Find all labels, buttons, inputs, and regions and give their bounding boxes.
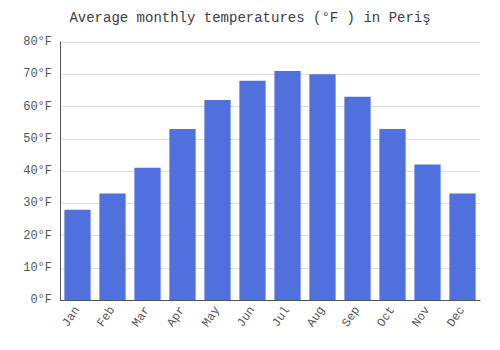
svg-text:May: May (199, 304, 223, 330)
svg-text:Nov: Nov (409, 304, 433, 330)
svg-text:Sep: Sep (339, 304, 363, 330)
svg-text:40°F: 40°F (23, 164, 52, 178)
svg-text:0°F: 0°F (30, 293, 52, 307)
svg-text:Aug: Aug (304, 304, 328, 330)
svg-text:Feb: Feb (94, 304, 118, 330)
svg-text:20°F: 20°F (23, 229, 52, 243)
svg-text:Apr: Apr (164, 304, 188, 330)
svg-text:80°F: 80°F (23, 35, 52, 49)
svg-text:60°F: 60°F (23, 100, 52, 114)
svg-text:50°F: 50°F (23, 132, 52, 146)
svg-text:Oct: Oct (374, 304, 398, 330)
svg-text:Average monthly temperatures (: Average monthly temperatures (°F ) in Pe… (69, 10, 430, 26)
svg-text:Dec: Dec (444, 304, 468, 330)
svg-text:Jan: Jan (59, 304, 83, 330)
svg-text:Mar: Mar (129, 304, 153, 330)
svg-text:Jul: Jul (269, 304, 293, 330)
svg-text:10°F: 10°F (23, 261, 52, 275)
svg-text:30°F: 30°F (23, 196, 52, 210)
svg-text:Jun: Jun (234, 304, 258, 330)
svg-text:70°F: 70°F (23, 67, 52, 81)
